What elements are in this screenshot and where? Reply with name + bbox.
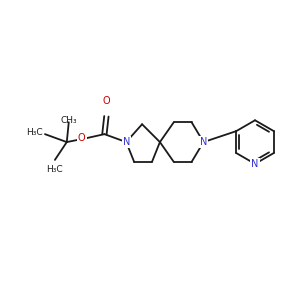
Text: N: N bbox=[122, 137, 130, 147]
Text: H₃C: H₃C bbox=[26, 128, 43, 137]
Text: O: O bbox=[78, 133, 85, 143]
Text: H₃C: H₃C bbox=[46, 165, 63, 174]
Text: O: O bbox=[103, 96, 110, 106]
Text: N: N bbox=[251, 159, 259, 169]
Text: N: N bbox=[200, 137, 207, 147]
Text: CH₃: CH₃ bbox=[60, 116, 77, 125]
